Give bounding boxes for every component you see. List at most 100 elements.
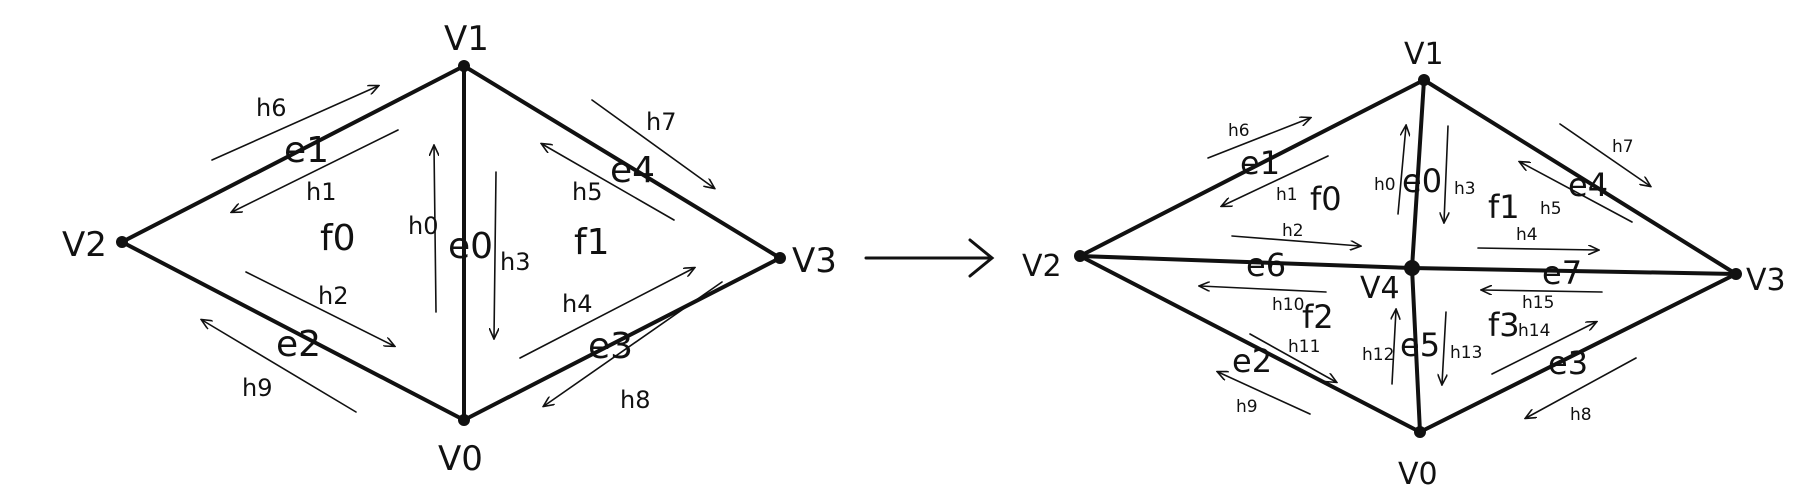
left-halfedge-h5-arrow — [542, 144, 675, 221]
right-edge-e6 — [1078, 254, 1414, 270]
left-edge-label-e4: e4 — [610, 150, 655, 191]
right-halfedge-h10-arrow — [1200, 286, 1327, 293]
left-halfedge-label-h9: h9 — [242, 374, 272, 402]
right-edge-e0 — [1410, 78, 1426, 270]
right-edge-e5 — [1410, 266, 1422, 434]
right-halfedge-label-h12: h12 — [1362, 345, 1394, 365]
left-halfedge-h9-arrow — [202, 320, 357, 413]
right-halfedge-label-h0: h0 — [1374, 175, 1396, 195]
left-vertex-label-v1: V1 — [444, 19, 489, 59]
left-edge-label-e0: e0 — [448, 226, 493, 267]
right-halfedge-label-h3: h3 — [1454, 179, 1476, 199]
left-face-label-f0: f0 — [320, 218, 356, 259]
right-halfedge-h14-arrow — [1491, 322, 1596, 375]
right-edge-label-e1: e1 — [1240, 144, 1280, 182]
left-halfedge-label-h1: h1 — [306, 178, 336, 206]
right-edge-label-e2: e2 — [1232, 342, 1272, 380]
right-vertex-label-v2: V2 — [1022, 249, 1062, 284]
left-vertex-label-v3: V3 — [792, 241, 837, 281]
right-halfedge-label-h13: h13 — [1450, 343, 1482, 363]
left-vertex-v1 — [458, 60, 470, 72]
left-face-label-f1: f1 — [574, 222, 610, 263]
right-face-label-f3: f3 — [1488, 306, 1520, 344]
right-halfedge-h8-arrow — [1526, 357, 1637, 418]
right-vertex-v3 — [1730, 268, 1742, 280]
right-halfedge-h3-arrow — [1444, 125, 1448, 222]
right-edge-label-e5: e5 — [1400, 326, 1440, 364]
right-halfedge-label-h6: h6 — [1228, 121, 1250, 141]
right-halfedge-h13-arrow — [1442, 311, 1446, 384]
left-halfedge-h1-arrow — [232, 129, 399, 212]
left-halfedge-label-h8: h8 — [620, 386, 650, 414]
right-halfedge-label-h11: h11 — [1288, 337, 1320, 357]
right-halfedge-label-h7: h7 — [1612, 137, 1634, 157]
right-halfedge-h12-arrow — [1392, 310, 1396, 385]
right-halfedge-label-h5: h5 — [1540, 199, 1562, 219]
left-halfedge-h4-arrow — [519, 268, 694, 359]
left-halfedge-label-h0: h0 — [408, 212, 438, 240]
left-edge-label-e3: e3 — [588, 326, 633, 367]
right-vertex-label-v3: V3 — [1746, 263, 1786, 298]
right-vertex-label-v0: V0 — [1398, 457, 1438, 492]
right-halfedge-h7-arrow — [1559, 123, 1650, 186]
right-vertex-v4 — [1404, 260, 1420, 276]
right-face-label-f0: f0 — [1310, 180, 1342, 218]
right-vertex-v0 — [1414, 426, 1426, 438]
right-edge-e1 — [1078, 78, 1426, 258]
right-halfedge-h9-arrow — [1218, 372, 1311, 415]
right-edge-label-e6: e6 — [1246, 246, 1286, 284]
right-halfedge-h15-arrow — [1482, 290, 1603, 292]
left-edge-e3 — [462, 256, 782, 422]
right-halfedge-label-h14: h14 — [1518, 321, 1550, 341]
right-halfedge-label-h2: h2 — [1282, 221, 1304, 241]
left-halfedge-label-h2: h2 — [318, 282, 348, 310]
left-vertex-label-v0: V0 — [438, 439, 483, 479]
right-halfedge-h5-arrow — [1520, 162, 1633, 223]
right-halfedge-h0-arrow — [1397, 126, 1406, 215]
right-halfedge-h2-arrow — [1231, 235, 1360, 246]
right-edge-e3 — [1418, 272, 1738, 434]
left-halfedge-h8-arrow — [544, 281, 723, 406]
left-vertex-v0 — [458, 414, 470, 426]
left-vertex-v2 — [116, 236, 128, 248]
left-halfedge-h6-arrow — [211, 86, 378, 161]
right-vertex-v2 — [1074, 250, 1086, 262]
left-halfedge-label-h6: h6 — [256, 94, 286, 122]
right-halfedge-label-h8: h8 — [1570, 405, 1592, 425]
left-vertex-v3 — [774, 252, 786, 264]
right-halfedge-label-h1: h1 — [1276, 185, 1298, 205]
right-halfedge-h1-arrow — [1222, 155, 1329, 206]
right-halfedge-h4-arrow — [1477, 248, 1598, 250]
right-halfedge-label-h10: h10 — [1272, 295, 1304, 315]
transform-arrow: → — [864, 238, 995, 278]
right-vertex-label-v1: V1 — [1404, 37, 1444, 72]
left-halfedge-label-h3: h3 — [500, 248, 530, 276]
right-edge-label-e0: e0 — [1402, 162, 1442, 200]
right-halfedge-label-h9: h9 — [1236, 397, 1258, 417]
left-edge-e2 — [120, 240, 466, 422]
right-vertex-v1 — [1418, 74, 1430, 86]
left-halfedge-label-h4: h4 — [562, 290, 592, 318]
right-edge-label-e7: e7 — [1542, 254, 1582, 292]
right-face-label-f1: f1 — [1488, 188, 1520, 226]
right-halfedge-label-h4: h4 — [1516, 225, 1538, 245]
left-halfedge-h7-arrow — [591, 99, 714, 188]
right-edge-label-e4: e4 — [1568, 166, 1608, 204]
left-vertex-label-v2: V2 — [62, 225, 107, 265]
right-vertex-label-v4: V4 — [1360, 271, 1400, 306]
left-halfedge-h3-arrow — [494, 171, 496, 338]
right-mesh: V1 V0 V2 V3 V4 e0 e1 e2 e3 e4 e5 e6 e7 f… — [1022, 37, 1786, 492]
right-edge-e4 — [1422, 78, 1738, 276]
right-face-label-f2: f2 — [1302, 298, 1334, 336]
right-edge-label-e3: e3 — [1548, 344, 1588, 382]
left-edge-e1 — [120, 64, 466, 244]
left-edge-label-e2: e2 — [276, 324, 321, 365]
left-halfedge-h0-arrow — [434, 146, 436, 313]
right-halfedge-h6-arrow — [1207, 118, 1310, 159]
left-halfedge-h2-arrow — [245, 271, 394, 346]
right-halfedge-h11-arrow — [1249, 333, 1336, 382]
left-mesh: V1 V0 V2 V3 e0 e1 e2 e3 e4 f0 f1 h0 h1 h… — [62, 19, 837, 479]
left-halfedge-label-h7: h7 — [646, 108, 676, 136]
right-halfedge-label-h15: h15 — [1522, 293, 1554, 313]
